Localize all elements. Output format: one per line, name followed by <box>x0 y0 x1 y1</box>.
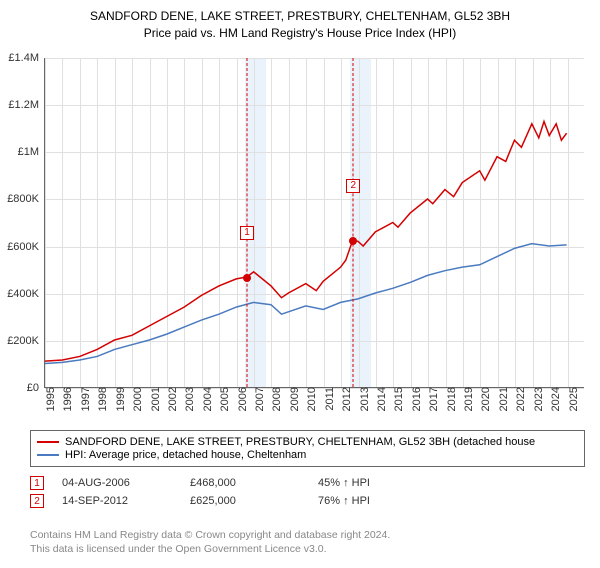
x-tick-label: 2011 <box>320 387 336 411</box>
series-svg <box>45 58 584 387</box>
transaction-marker: 2 <box>30 494 44 508</box>
title-line2: Price paid vs. HM Land Registry's House … <box>0 25 600 42</box>
x-tick-label: 2025 <box>564 387 580 411</box>
y-tick-label: £1M <box>18 146 45 158</box>
transaction-delta: 45% ↑ HPI <box>318 477 428 489</box>
marker-label: 1 <box>240 226 254 240</box>
x-tick-label: 2004 <box>198 387 214 411</box>
marker-guideline <box>353 58 354 387</box>
x-tick-label: 1995 <box>41 387 57 411</box>
y-tick-label: £400K <box>7 288 45 300</box>
x-tick-label: 2023 <box>529 387 545 411</box>
title-line1: SANDFORD DENE, LAKE STREET, PRESTBURY, C… <box>0 8 600 25</box>
transaction-price: £625,000 <box>190 495 300 507</box>
transaction-delta: 76% ↑ HPI <box>318 495 428 507</box>
x-tick-label: 2003 <box>180 387 196 411</box>
legend-item: SANDFORD DENE, LAKE STREET, PRESTBURY, C… <box>37 436 578 448</box>
transaction-marker: 1 <box>30 476 44 490</box>
footer-line1: Contains HM Land Registry data © Crown c… <box>30 528 390 542</box>
marker-dot <box>243 274 251 282</box>
transaction-price: £468,000 <box>190 477 300 489</box>
marker-label: 2 <box>346 179 360 193</box>
x-tick-label: 2002 <box>163 387 179 411</box>
x-tick-label: 2005 <box>215 387 231 411</box>
footer-line2: This data is licensed under the Open Gov… <box>30 542 390 556</box>
transaction-date: 04-AUG-2006 <box>62 477 172 489</box>
x-tick-label: 2013 <box>355 387 371 411</box>
y-tick-label: £200K <box>7 335 45 347</box>
x-tick-label: 1999 <box>111 387 127 411</box>
marker-dot <box>349 237 357 245</box>
transaction-date: 14-SEP-2012 <box>62 495 172 507</box>
x-tick-label: 2019 <box>459 387 475 411</box>
legend-label: SANDFORD DENE, LAKE STREET, PRESTBURY, C… <box>65 436 535 448</box>
x-tick-label: 2016 <box>407 387 423 411</box>
legend-box: SANDFORD DENE, LAKE STREET, PRESTBURY, C… <box>30 430 585 467</box>
x-tick-label: 1996 <box>58 387 74 411</box>
transaction-row: 2 14-SEP-2012 £625,000 76% ↑ HPI <box>30 494 428 508</box>
x-tick-label: 2000 <box>128 387 144 411</box>
x-tick-label: 2018 <box>442 387 458 411</box>
x-tick-label: 2020 <box>476 387 492 411</box>
legend-swatch <box>37 454 59 456</box>
x-tick-label: 2009 <box>285 387 301 411</box>
x-tick-label: 2024 <box>546 387 562 411</box>
x-tick-label: 2015 <box>389 387 405 411</box>
x-tick-label: 2012 <box>337 387 353 411</box>
x-tick-label: 2006 <box>233 387 249 411</box>
x-tick-label: 2022 <box>511 387 527 411</box>
x-tick-label: 2010 <box>302 387 318 411</box>
y-tick-label: £1.4M <box>8 52 45 64</box>
x-tick-label: 1998 <box>93 387 109 411</box>
marker-guideline <box>247 58 248 387</box>
chart-title: SANDFORD DENE, LAKE STREET, PRESTBURY, C… <box>0 8 600 42</box>
x-tick-label: 1997 <box>76 387 92 411</box>
series-property <box>45 121 567 361</box>
legend-item: HPI: Average price, detached house, Chel… <box>37 449 578 461</box>
x-tick-label: 2007 <box>250 387 266 411</box>
x-tick-label: 2017 <box>424 387 440 411</box>
x-tick-label: 2008 <box>267 387 283 411</box>
y-tick-label: £1.2M <box>8 99 45 111</box>
price-chart: £0£200K£400K£600K£800K£1M£1.2M£1.4M19951… <box>44 58 584 388</box>
y-tick-label: £600K <box>7 241 45 253</box>
x-tick-label: 2014 <box>372 387 388 411</box>
legend-label: HPI: Average price, detached house, Chel… <box>65 449 306 461</box>
attribution-footer: Contains HM Land Registry data © Crown c… <box>30 528 390 556</box>
y-tick-label: £800K <box>7 193 45 205</box>
x-tick-label: 2021 <box>494 387 510 411</box>
transactions-table: 1 04-AUG-2006 £468,000 45% ↑ HPI 2 14-SEP-201… <box>30 472 428 512</box>
legend-swatch <box>37 441 59 443</box>
x-tick-label: 2001 <box>146 387 162 411</box>
series-hpi <box>45 244 567 364</box>
transaction-row: 1 04-AUG-2006 £468,000 45% ↑ HPI <box>30 476 428 490</box>
